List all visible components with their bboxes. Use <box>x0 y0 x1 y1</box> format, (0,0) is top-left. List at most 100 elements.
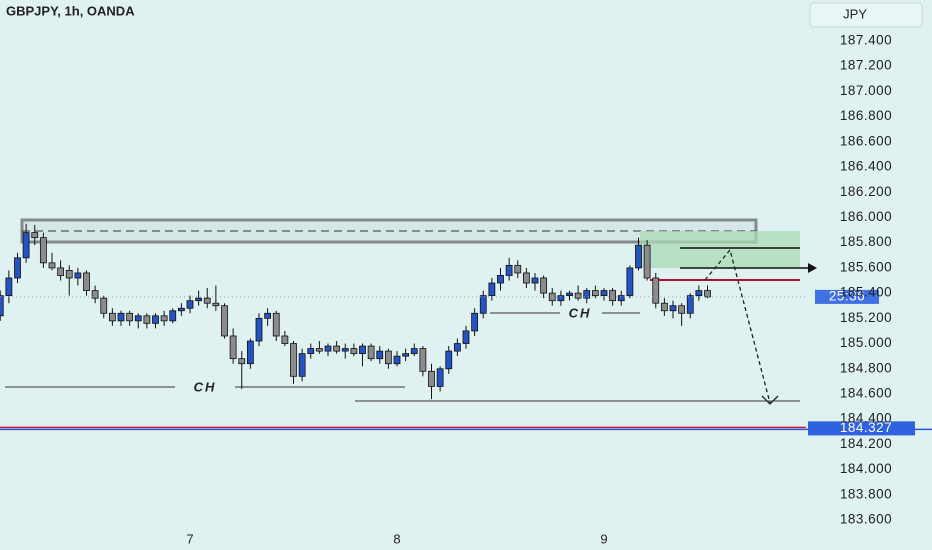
countdown: 25:36 <box>829 288 865 303</box>
y-tick-label: 187.200 <box>840 58 892 73</box>
candle-body <box>643 244 651 279</box>
candle-body <box>117 312 125 322</box>
candle-body <box>617 295 625 302</box>
candle-body <box>246 340 254 365</box>
price-badge-label: 184.327 <box>840 420 892 435</box>
candle-body <box>635 244 642 269</box>
candle-body <box>410 348 418 355</box>
candle-body <box>462 330 470 344</box>
candle-body <box>497 275 504 284</box>
candle-body <box>307 348 315 355</box>
y-tick-label: 185.400 <box>840 285 892 300</box>
arrow-head <box>808 263 817 273</box>
candle-body <box>31 232 39 239</box>
candle-body <box>126 312 134 322</box>
candle-body <box>505 264 513 276</box>
candle-body <box>290 343 297 377</box>
countdown-badge <box>815 289 879 304</box>
candle-body <box>359 345 366 355</box>
candle-body <box>436 368 444 387</box>
candle-body <box>376 350 384 360</box>
chart-title: GBPJPY, 1h, OANDA <box>6 3 135 18</box>
candle-body <box>384 350 392 365</box>
candle-body <box>272 312 280 337</box>
candle-body <box>566 292 573 297</box>
candle-body <box>91 290 99 299</box>
candle-body <box>143 315 151 324</box>
y-tick-label: 186.000 <box>840 209 892 224</box>
candle-body <box>238 358 246 365</box>
candle-body <box>557 295 565 302</box>
candle-body <box>212 302 220 307</box>
candle-body <box>108 312 116 322</box>
y-tick-label: 186.600 <box>840 133 892 148</box>
currency-box[interactable] <box>809 2 923 28</box>
candle-body <box>531 277 539 284</box>
candle-body <box>57 267 65 276</box>
candle-body <box>195 297 203 302</box>
candle-body <box>14 257 21 279</box>
candle-body <box>255 317 263 342</box>
candle-body <box>540 277 548 294</box>
y-tick-label: 187.000 <box>840 83 892 98</box>
candle-body <box>333 345 341 352</box>
candle-body <box>0 295 4 317</box>
candle-body <box>134 315 142 322</box>
y-tick-label: 184.800 <box>840 360 892 375</box>
candle-body <box>229 335 237 360</box>
price-badge <box>808 421 915 436</box>
y-tick-label: 185.600 <box>840 259 892 274</box>
y-tick-label: 185.000 <box>840 335 892 350</box>
y-tick-label: 184.600 <box>840 386 892 401</box>
candle-body <box>678 305 686 314</box>
candle-body <box>574 292 582 299</box>
candle-body <box>471 312 479 332</box>
candle-body <box>660 302 668 312</box>
y-tick-label: 186.200 <box>840 184 892 199</box>
candle-body <box>83 272 90 291</box>
candle-body <box>514 264 522 274</box>
candle-body <box>695 290 703 297</box>
overlay: 184.327 25:36 <box>0 288 932 436</box>
candle-body <box>177 307 185 312</box>
candle-body <box>488 282 496 297</box>
candle-body <box>704 290 711 298</box>
candle-body <box>367 345 375 360</box>
candle-body <box>324 345 332 352</box>
y-tick-label: 183.800 <box>840 486 892 501</box>
candle-body <box>350 348 358 355</box>
candle-body <box>315 348 323 352</box>
y-tick-label: 185.800 <box>840 234 892 249</box>
candle-body <box>428 370 435 387</box>
x-tick-label: 7 <box>186 531 193 546</box>
y-tick-label: 183.600 <box>840 512 892 527</box>
candle-body <box>48 262 56 269</box>
candles <box>0 223 711 400</box>
candle-body <box>281 335 289 344</box>
candle-body <box>100 297 108 314</box>
y-tick-label: 184.000 <box>840 461 892 476</box>
y-tick-label: 186.800 <box>840 108 892 123</box>
candle-body <box>591 290 599 297</box>
y-tick-label: 186.400 <box>840 159 892 174</box>
candle-body <box>600 290 608 297</box>
candle-body <box>39 237 47 264</box>
y-tick-label: 184.400 <box>840 411 892 426</box>
candle-body <box>298 353 306 377</box>
candle-body <box>453 343 461 352</box>
candle-body <box>445 350 453 370</box>
candle-body <box>152 315 159 324</box>
candle-body <box>169 310 177 322</box>
candle-body <box>203 297 211 304</box>
candle-body <box>264 312 272 319</box>
candle-body <box>479 295 487 314</box>
candle-body <box>341 348 349 352</box>
ch-label: CH <box>569 305 592 320</box>
candle-body <box>186 300 194 309</box>
projection-head <box>761 395 779 405</box>
y-tick-label: 187.400 <box>840 33 892 48</box>
x-tick-label: 8 <box>393 531 400 546</box>
